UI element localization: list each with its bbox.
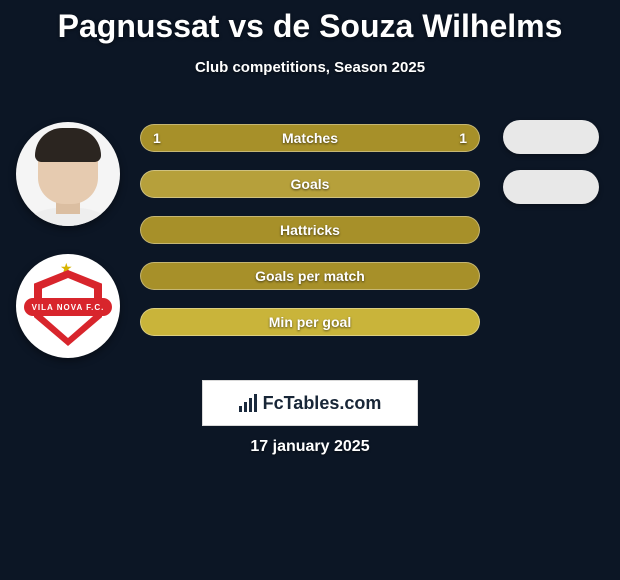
right-column: [496, 120, 606, 204]
club-crest-placeholder: [503, 170, 599, 204]
stat-value-right: 1: [459, 130, 467, 146]
comparison-infographic: Pagnussat vs de Souza Wilhelms Club comp…: [0, 0, 620, 580]
stat-bar: Min per goal: [140, 308, 480, 336]
stat-value-left: 1: [153, 130, 161, 146]
left-column: ★ VILA NOVA F.C.: [8, 122, 128, 358]
stat-label: Goals per match: [255, 268, 365, 284]
bars-icon: [239, 394, 257, 412]
stat-label: Min per goal: [269, 314, 351, 330]
footer-date: 17 january 2025: [0, 438, 620, 456]
player-avatar-placeholder: [503, 120, 599, 154]
branding-badge: FcTables.com: [202, 380, 418, 426]
page-title: Pagnussat vs de Souza Wilhelms: [0, 0, 620, 45]
page-subtitle: Club competitions, Season 2025: [0, 59, 620, 76]
stat-bar: Matches 1 1: [140, 124, 480, 152]
stat-bar: Goals per match: [140, 262, 480, 290]
branding-text: FcTables.com: [263, 393, 382, 414]
stat-label: Matches: [282, 130, 338, 146]
crest-ribbon: VILA NOVA F.C.: [24, 298, 112, 316]
stat-bar: Hattricks: [140, 216, 480, 244]
player-avatar: [16, 122, 120, 226]
stat-label: Goals: [291, 176, 330, 192]
stat-bars: Matches 1 1 Goals Hattricks Goals per match Mi…: [140, 124, 480, 354]
stat-label: Hattricks: [280, 222, 340, 238]
stat-bar: Goals: [140, 170, 480, 198]
club-crest: ★ VILA NOVA F.C.: [16, 254, 120, 358]
